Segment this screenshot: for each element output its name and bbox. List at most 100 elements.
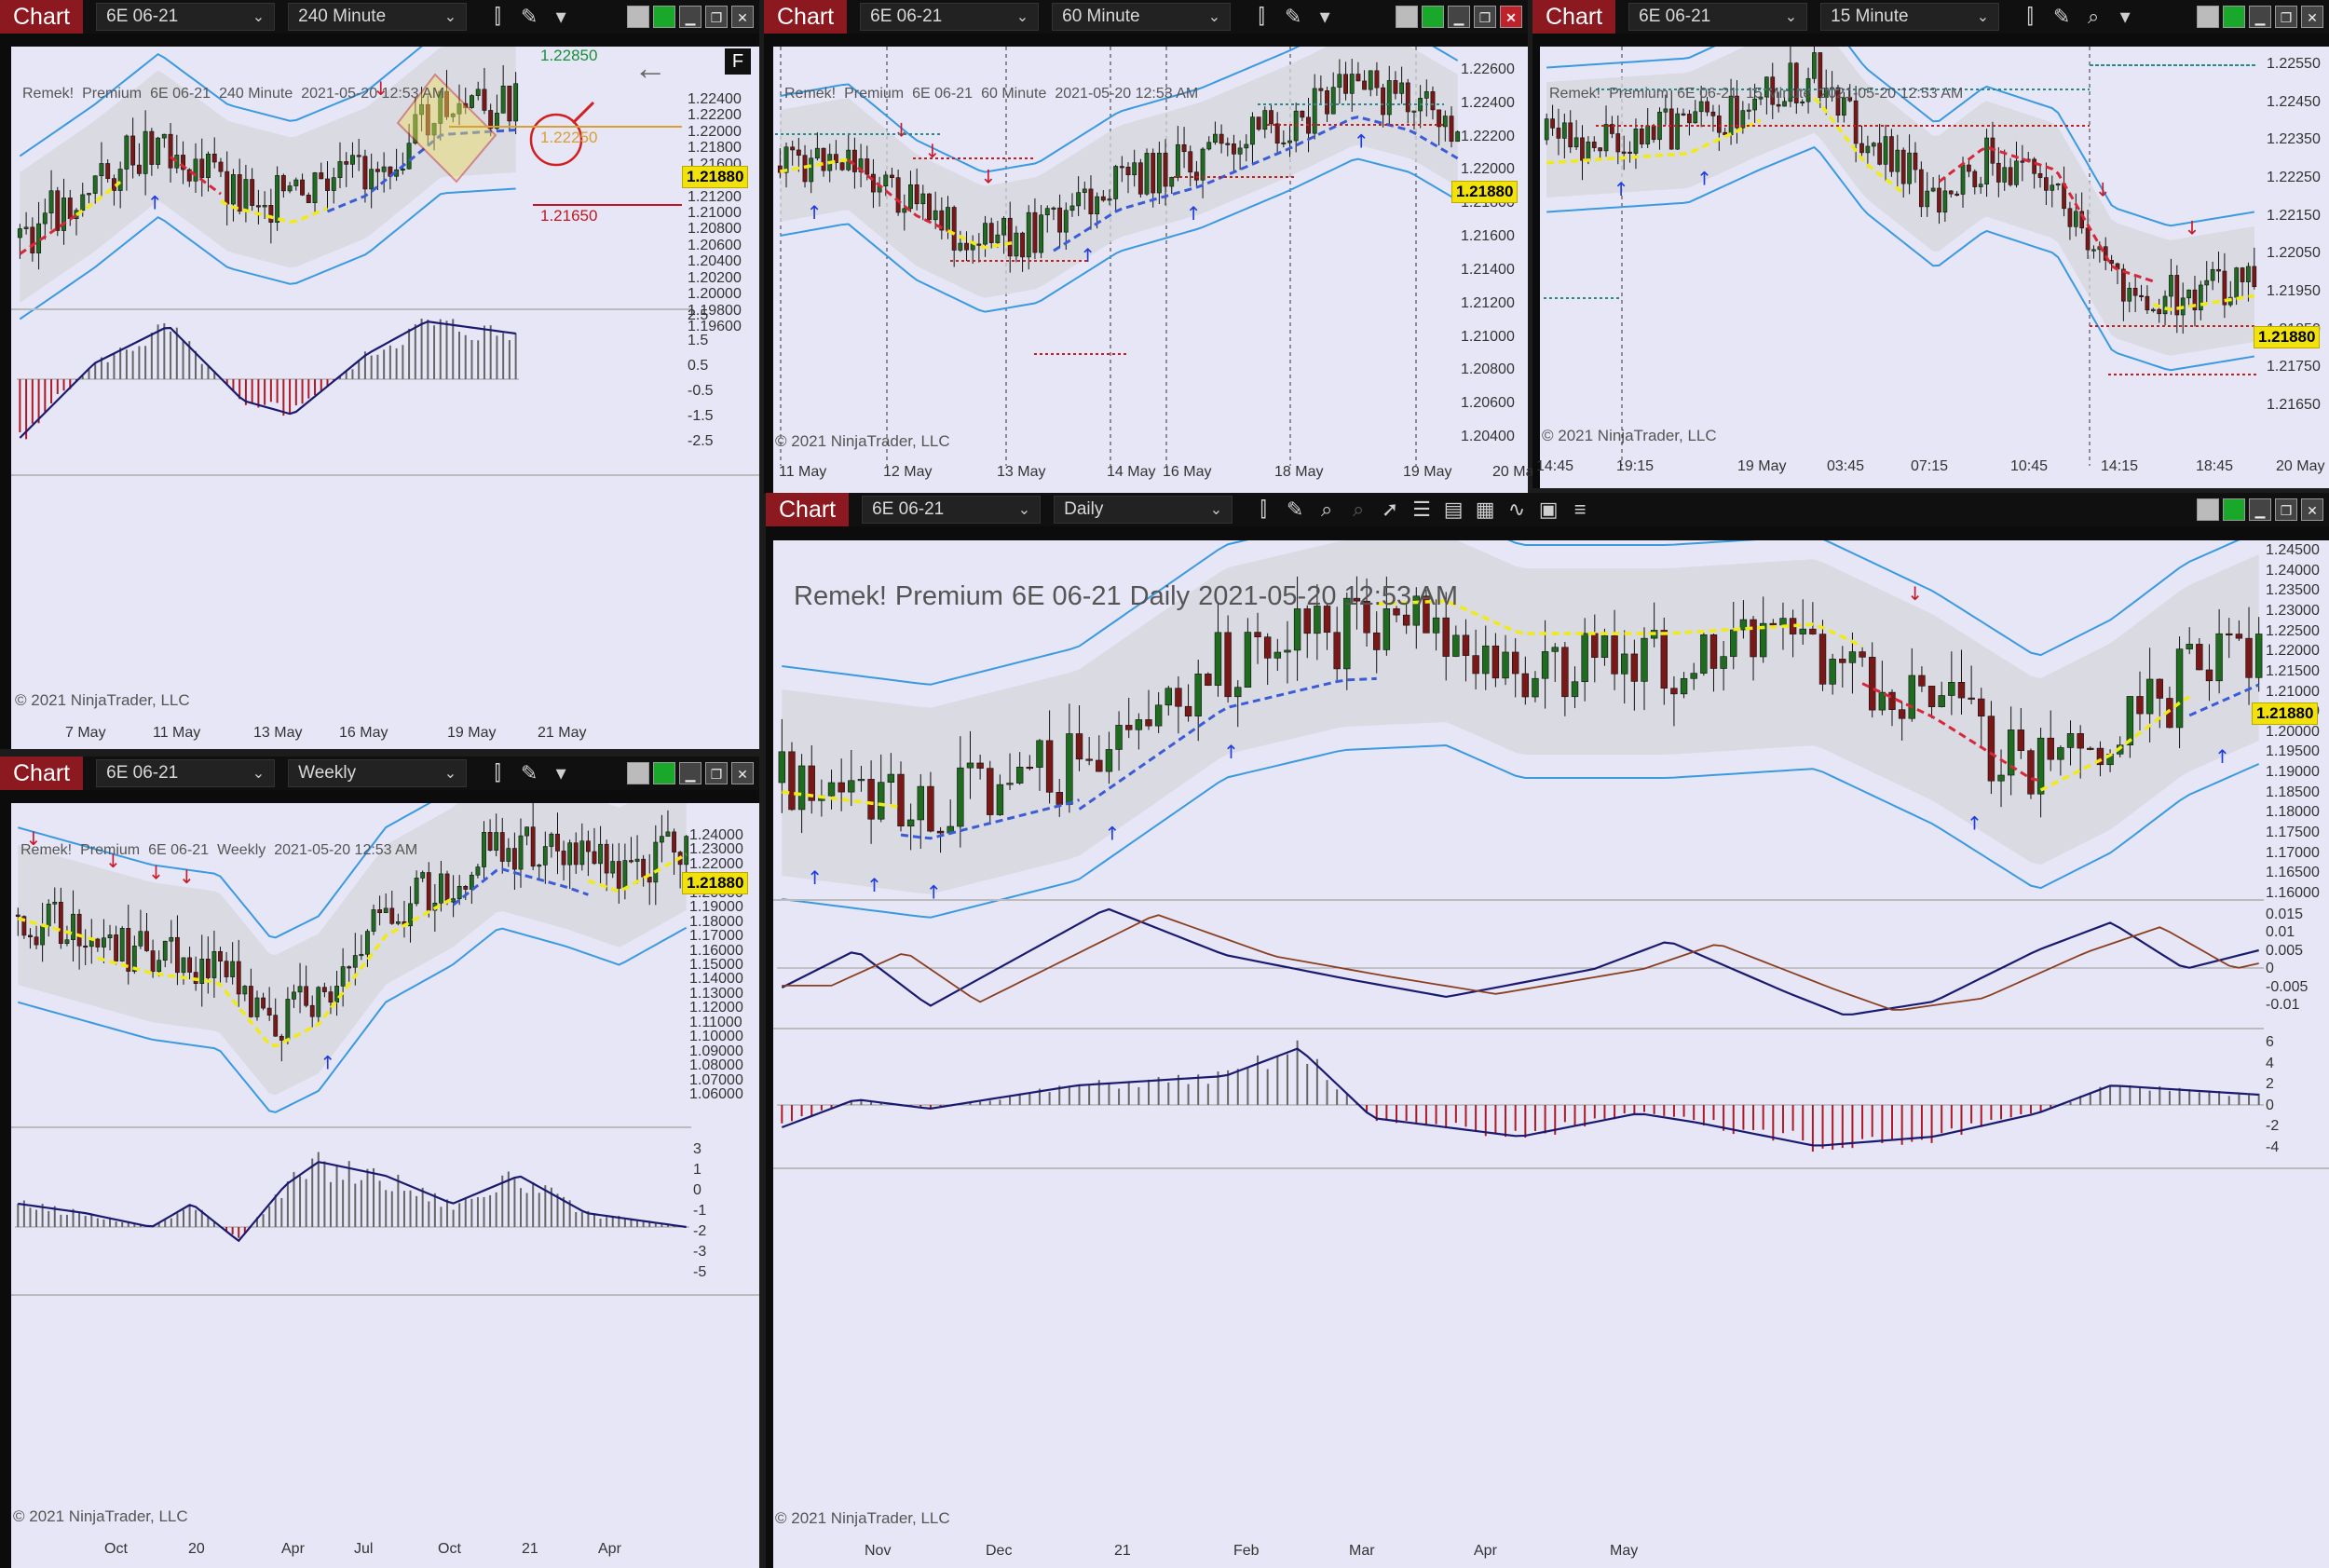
instrument-selector[interactable]: 6E 06-21 ⌄	[96, 759, 276, 787]
instrument-selector[interactable]: 6E 06-21 ⌄	[860, 3, 1040, 31]
maximize-button[interactable]: ❐	[2275, 498, 2297, 521]
properties-icon[interactable]: ☰	[1412, 498, 1431, 521]
price-panel[interactable]: ↑ ↑ ↑ ↑ ↑ ↓ ↑ ↑ Remek! Premium 6E 06-21 Daily 2021-…	[773, 540, 2329, 1568]
chevron-down-icon[interactable]: ▾	[555, 761, 566, 784]
bull-candle	[470, 95, 474, 108]
candlestick-icon[interactable]: ⫿	[1260, 498, 1267, 521]
price-panel[interactable]: ↑ ↑ ↓ ↓ Remek! Premium 6E 06-21 15 Minute 2021-…	[1536, 47, 2329, 488]
zoom-in-icon[interactable]: ⌕	[2087, 5, 2100, 28]
close-button[interactable]: ✕	[2301, 6, 2323, 28]
interval-selector[interactable]: Daily ⌄	[1054, 496, 1233, 524]
minimize-button[interactable]: ▁	[1448, 6, 1470, 28]
axis-tick-label: 1.22250	[2267, 170, 2321, 185]
axis-tick-label: -2	[2266, 1118, 2280, 1135]
chevron-down-icon[interactable]: ▾	[1319, 5, 1330, 28]
close-button[interactable]: ✕	[1500, 6, 1522, 28]
minimize-button[interactable]: ▁	[679, 762, 701, 784]
maximize-button[interactable]: ❐	[1474, 6, 1496, 28]
bull-candle	[906, 819, 915, 827]
price-panel[interactable]: ↓ ↓ ↓ ↓ ↑ Remek! Premium 6E 06-21 Weekly 2021-05…	[11, 803, 759, 1568]
pointer-icon[interactable]: ➚	[1381, 498, 1399, 521]
link-color-button[interactable]	[2223, 498, 2245, 521]
chevron-down-icon: ⌄	[1976, 9, 1990, 25]
link-color-button[interactable]	[2223, 6, 2245, 28]
close-button[interactable]: ✕	[731, 762, 754, 784]
pencil-icon[interactable]: ✎	[1286, 498, 1304, 521]
candlestick-icon[interactable]: ⫿	[1258, 5, 1265, 28]
minimize-button[interactable]: ▁	[679, 6, 701, 28]
axis-tick-label: 1.21200	[688, 188, 742, 205]
zoom-in-icon[interactable]: ⌕	[1320, 498, 1333, 521]
pencil-icon[interactable]: ✎	[2052, 5, 2071, 28]
bear-candle	[790, 146, 796, 151]
zoom-out-icon[interactable]: ⌕	[1352, 498, 1365, 521]
axis-tick-label: 14:45	[1536, 458, 1574, 474]
candlestick-icon[interactable]: ⫿	[2026, 5, 2034, 28]
chevron-down-icon[interactable]: ▾	[2119, 5, 2131, 28]
flat-indicator[interactable]: F	[725, 48, 751, 75]
axis-tick-label: 19 May	[1403, 464, 1452, 480]
bear-candle	[236, 961, 241, 995]
pencil-icon[interactable]: ✎	[1284, 5, 1302, 28]
instrument-value: 6E 06-21	[872, 499, 945, 519]
bull-candle	[383, 907, 388, 914]
indicators-icon[interactable]: ∿	[1507, 498, 1526, 521]
tab-color-button[interactable]	[2197, 6, 2219, 28]
bull-candle	[1154, 704, 1163, 727]
pencil-icon[interactable]: ✎	[520, 761, 538, 784]
chevron-down-icon[interactable]: ▾	[555, 5, 566, 28]
link-color-button[interactable]	[653, 6, 675, 28]
tab-color-button[interactable]	[627, 6, 649, 28]
instrument-selector[interactable]: 6E 06-21 ⌄	[862, 496, 1042, 524]
chart-menu-button[interactable]: Chart	[764, 0, 848, 34]
minimize-button[interactable]: ▁	[2249, 498, 2271, 521]
link-color-button[interactable]	[1422, 6, 1444, 28]
bull-candle	[1829, 659, 1836, 685]
strategies-icon[interactable]: ▦	[1475, 498, 1495, 521]
bear-candle	[512, 848, 517, 870]
bull-candle	[1412, 595, 1420, 626]
interval-selector[interactable]: 240 Minute ⌄	[288, 3, 468, 31]
bear-candle	[2044, 177, 2049, 191]
list-icon[interactable]: ≡	[1573, 498, 1587, 521]
interval-selector[interactable]: 60 Minute ⌄	[1052, 3, 1232, 31]
price-panel[interactable]: ↑ ↓ Remek! Premium 6E 06-21 240 Minute 2021-0…	[11, 47, 759, 749]
close-button[interactable]: ✕	[2301, 498, 2323, 521]
pencil-icon[interactable]: ✎	[520, 5, 538, 28]
instrument-selector[interactable]: 6E 06-21 ⌄	[96, 3, 276, 31]
templates-icon[interactable]: ▤	[1443, 498, 1464, 521]
tab-color-button[interactable]	[1396, 6, 1418, 28]
bull-candle	[1343, 597, 1351, 670]
instrument-selector[interactable]: 6E 06-21 ⌄	[1628, 3, 1808, 31]
close-button[interactable]: ✕	[731, 6, 754, 28]
tab-color-button[interactable]	[627, 762, 649, 784]
candlestick-icon[interactable]: ⫿	[494, 761, 501, 784]
chart-menu-button[interactable]: Chart	[0, 0, 84, 34]
minimize-button[interactable]: ▁	[2249, 6, 2271, 28]
axis-tick-label: 1.06000	[689, 1086, 743, 1102]
axis-tick-label: 19 May	[1737, 458, 1787, 474]
maximize-button[interactable]: ❐	[2275, 6, 2297, 28]
axis-tick-label: 1.08000	[689, 1057, 743, 1074]
maximize-button[interactable]: ❐	[705, 6, 728, 28]
chart-menu-button[interactable]: Chart	[0, 757, 84, 790]
price-panel[interactable]: ↑ ↓ ↓ ↓ ↑ ↑ ↑ Remek! Premium 6E 06-21 60 Minute 20…	[773, 47, 1541, 494]
tab-color-button[interactable]	[2197, 498, 2219, 521]
candlestick-icon[interactable]: ⫿	[494, 5, 501, 28]
maximize-button[interactable]: ❐	[705, 762, 728, 784]
axis-tick-label: 2.5	[688, 307, 709, 323]
bear-candle	[482, 89, 487, 111]
chart-menu-button[interactable]: Chart	[1532, 0, 1616, 34]
link-color-button[interactable]	[653, 762, 675, 784]
data-box-icon[interactable]: ▣	[1538, 498, 1559, 521]
back-arrow-icon[interactable]: ←	[633, 48, 667, 87]
interval-selector[interactable]: Weekly ⌄	[288, 759, 468, 787]
chart-menu-button[interactable]: Chart	[766, 493, 850, 526]
axis-tick-label: 1.15000	[689, 957, 743, 973]
bear-candle	[488, 110, 494, 130]
bear-candle	[1709, 634, 1718, 669]
interval-selector[interactable]: 15 Minute ⌄	[1820, 3, 2000, 31]
bull-candle	[2126, 696, 2134, 746]
bear-candle	[266, 1007, 272, 1016]
bear-candle	[168, 133, 173, 169]
